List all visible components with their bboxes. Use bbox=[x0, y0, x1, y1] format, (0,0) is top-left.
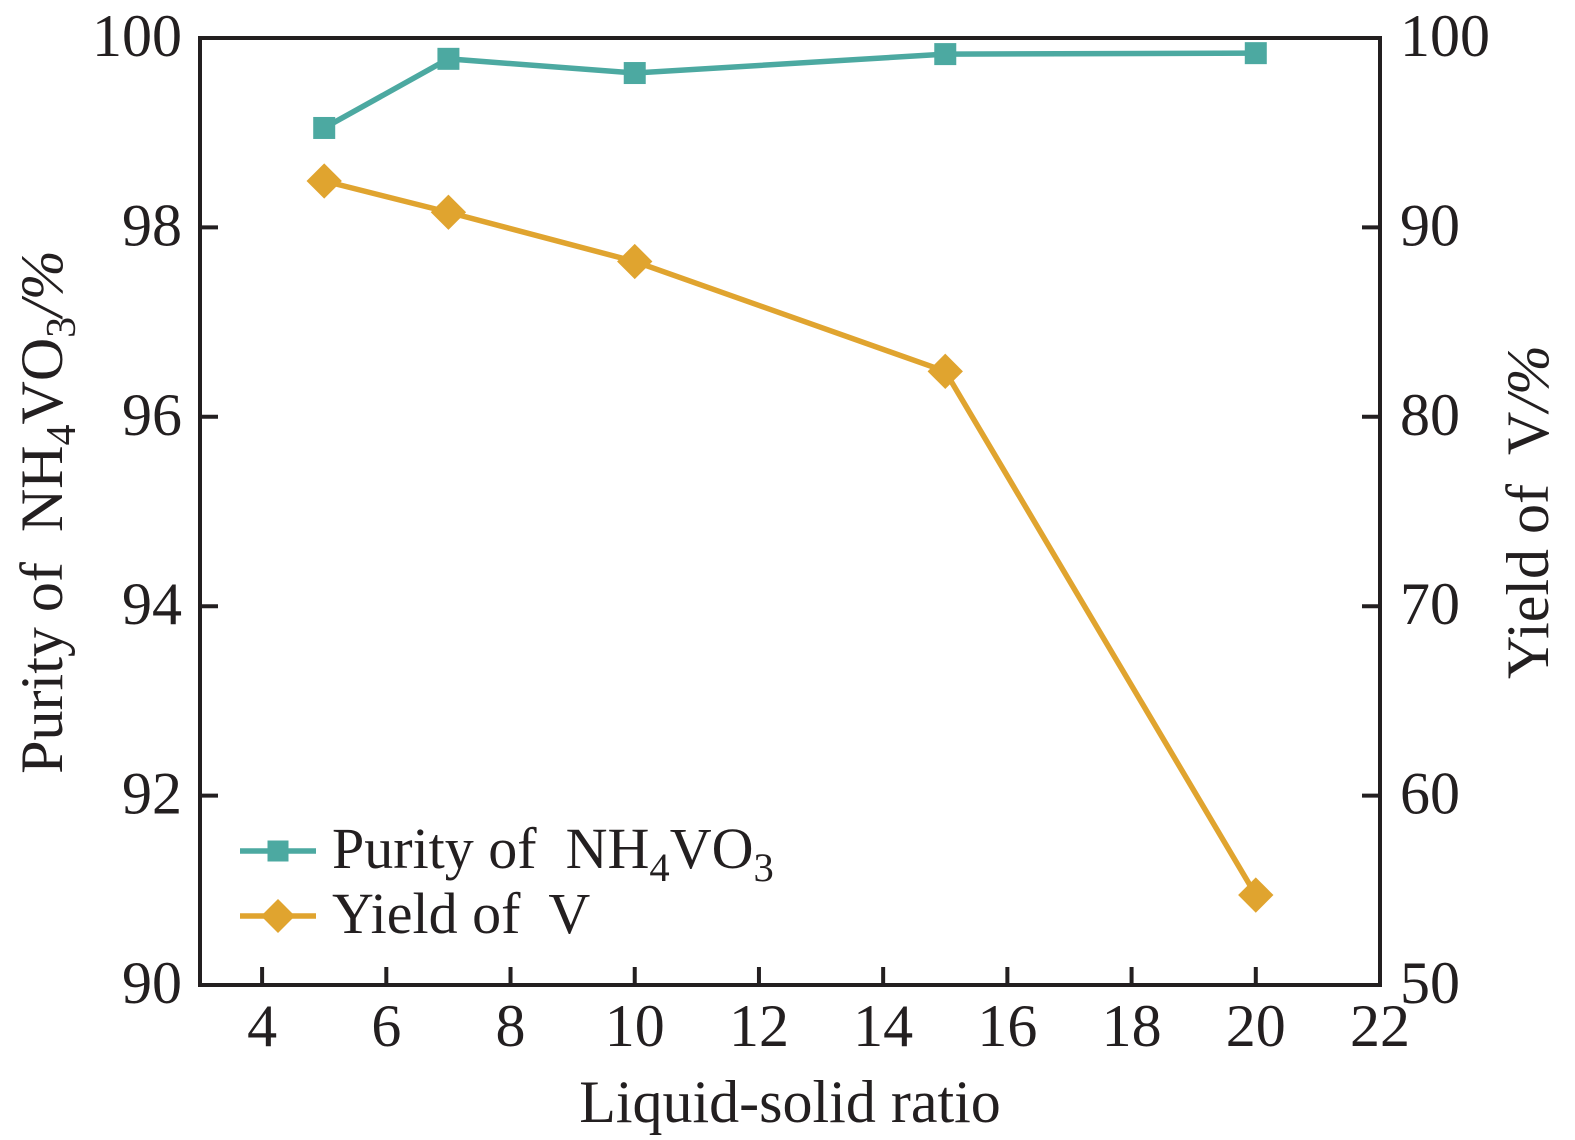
x-tick-label: 10 bbox=[605, 993, 665, 1059]
legend-label: Yield of V bbox=[332, 881, 590, 946]
right-y-tick-label: 90 bbox=[1400, 192, 1460, 258]
left-y-tick-label: 98 bbox=[122, 192, 182, 258]
yield-marker bbox=[927, 353, 963, 390]
x-tick-label: 18 bbox=[1102, 993, 1162, 1059]
x-tick-label: 16 bbox=[977, 993, 1037, 1059]
left-y-tick-label: 100 bbox=[92, 3, 182, 69]
right-y-tick-label: 50 bbox=[1400, 950, 1460, 1016]
x-tick-label: 4 bbox=[247, 993, 277, 1059]
purity-series-line bbox=[322, 50, 1256, 131]
plot-border bbox=[198, 36, 1382, 987]
x-tick-label: 22 bbox=[1350, 993, 1410, 1059]
purity-marker bbox=[934, 43, 957, 66]
yield-series-line bbox=[323, 178, 1259, 897]
right-y-tick-label: 60 bbox=[1400, 761, 1460, 827]
x-tick-label: 8 bbox=[496, 993, 526, 1059]
yield-marker bbox=[430, 194, 467, 230]
legend-square-marker bbox=[267, 840, 289, 862]
x-tick-label: 6 bbox=[371, 993, 401, 1059]
left-y-tick-label: 90 bbox=[122, 950, 182, 1016]
purity-marker bbox=[437, 47, 460, 70]
right-y-tick-label: 70 bbox=[1400, 571, 1460, 637]
right-y-tick-label: 100 bbox=[1400, 3, 1490, 69]
yield-marker bbox=[306, 163, 342, 199]
left-y-tick-label: 92 bbox=[122, 761, 182, 827]
x-tick-label: 20 bbox=[1226, 993, 1286, 1059]
plot-area: 4 6 8 10 12 14 16 18 20 22 90 92 94 96 98 100 50 60 70 80 90… bbox=[92, 3, 1490, 1059]
left-y-tick-label: 96 bbox=[122, 382, 182, 448]
legend-label: Purity of NH4VO3 bbox=[332, 816, 774, 890]
legend-diamond-marker bbox=[261, 899, 295, 933]
right-y-tick-label: 80 bbox=[1400, 382, 1460, 448]
x-tick-label: 12 bbox=[729, 993, 789, 1059]
yield-marker bbox=[617, 243, 653, 280]
yield-marker bbox=[1238, 877, 1274, 913]
left-y-tick-label: 94 bbox=[122, 571, 182, 637]
purity-marker bbox=[623, 62, 646, 85]
purity-marker bbox=[1244, 42, 1267, 65]
x-tick-label: 14 bbox=[853, 993, 913, 1059]
x-axis-title: Liquid-solid ratio bbox=[579, 1069, 1001, 1135]
right-axis-title: Yield of V/% bbox=[1495, 345, 1561, 679]
purity-marker bbox=[313, 116, 336, 139]
left-axis-title: Purity of NH4VO3/% bbox=[9, 250, 85, 774]
